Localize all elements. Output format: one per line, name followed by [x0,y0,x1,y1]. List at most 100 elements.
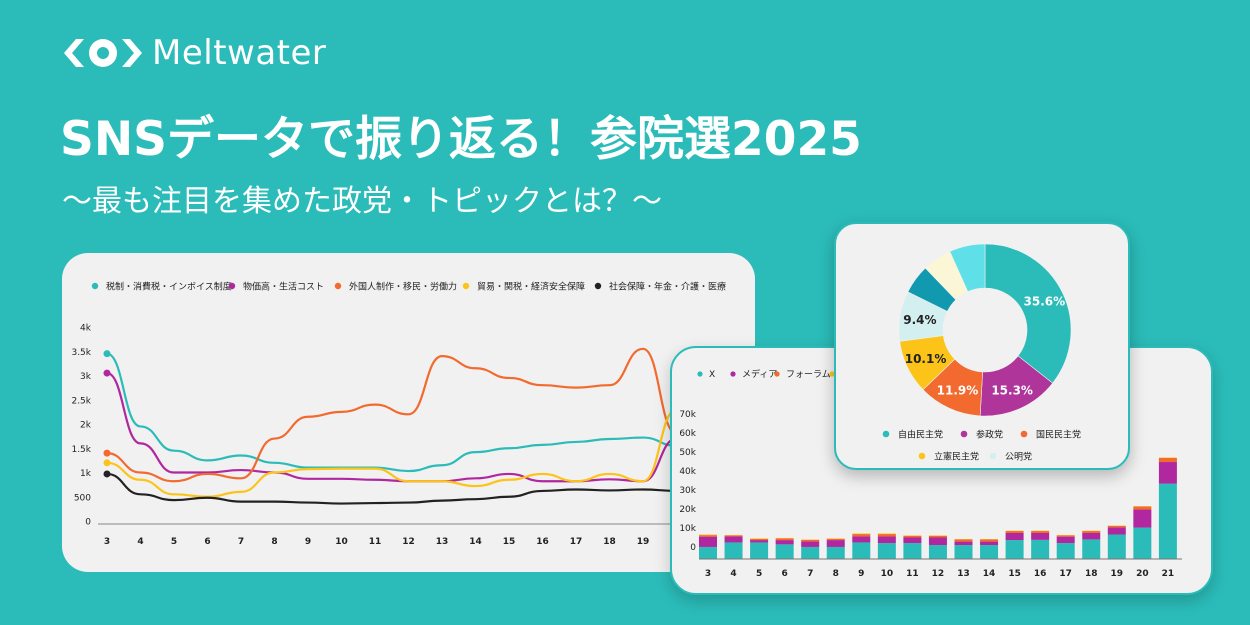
bar-segment [1082,532,1101,540]
bar-segment [1133,527,1152,559]
bar-segment [928,545,947,559]
page-subtitle: 〜最も注目を集めた政党・トピックとは？〜 [62,184,662,219]
bar-segment [928,537,947,546]
legend-marker [462,282,470,290]
x-tick-label: 5 [171,537,177,547]
bar-segment [1133,506,1152,510]
slice-label: 35.6% [1024,295,1066,309]
bar-segment [1031,531,1050,533]
bar-segment [852,533,871,535]
legend-label: 貿易・関税・経済安全保障 [477,281,585,293]
y-tick-label: 1k [80,469,92,479]
bar-segment [826,540,845,547]
x-tick-label: 6 [204,537,210,547]
bar-segment [1031,532,1050,540]
x-tick-label: 8 [271,537,277,547]
bar-segment [1158,457,1177,463]
x-tick-label: 3 [705,569,711,579]
bar-segment [928,535,947,538]
bar-segment [954,541,973,546]
series-line [106,408,677,498]
bar-segment [903,537,922,544]
bar-segment [877,536,896,544]
bar-segment [724,542,743,559]
bar-segment [1158,483,1177,559]
legend-label: 社会保障・年金・介護・医療 [609,281,726,293]
legend-label: 物価高・生活コスト [243,281,324,293]
line-chart-card: 税制・消費税・インボイス制度 物価高・生活コスト 外国人制作・移民・労働力 貿易・関税… [62,253,755,572]
bar-segment [724,535,743,537]
bar-segment [903,535,922,538]
y-tick-label: 2k [80,421,92,431]
x-tick-label: 10 [881,569,894,579]
series-line [106,371,677,483]
legend-marker [989,452,997,460]
y-tick-label: 2.5k [71,396,91,406]
y-tick-label: 40k [679,467,696,477]
bar-chart-card: X メディア フォーラム 0 10k 20k 30k 40k 50k 60k 70k 3 4 5 6 7 8 9 1… [670,346,1213,595]
legend-marker [829,371,835,377]
stacked-bar-chart: X メディア フォーラム 0 10k 20k 30k 40k 50k 60k 70k 3 4 5 6 7 8 9 1… [679,368,1182,579]
bar-segment [852,536,871,543]
bar-segment [699,546,717,559]
bar-segment [1107,525,1126,528]
x-tick-label: 17 [570,537,583,547]
x-tick-label: 7 [238,537,244,547]
series-line [106,472,677,505]
legend-marker [228,282,236,290]
x-tick-label: 4 [137,537,143,547]
bar-segment [826,546,845,559]
x-tick-label: 14 [983,569,996,579]
x-tick-label: 18 [603,537,616,547]
bar-segment [775,538,794,541]
bar-segment [1056,543,1075,559]
series-start-point [103,350,111,358]
bar-segment [980,539,999,542]
x-tick-label: 19 [1111,569,1124,579]
x-tick-label: 6 [782,569,788,579]
bar-segment [750,538,769,541]
y-tick-label: 0 [690,543,696,553]
legend-marker [334,282,342,290]
bar-segment [1031,539,1050,559]
y-tick-label: 20k [679,505,696,515]
y-tick-label: 70k [679,410,696,420]
x-tick-label: 11 [369,537,382,547]
x-tick-label: 18 [1085,569,1098,579]
legend-marker [730,371,736,377]
bar-segment [954,545,973,559]
legend-label: メディア [742,368,777,380]
bar-segment [903,543,922,559]
y-tick-label: 3k [80,372,92,382]
x-tick-label: 8 [833,569,839,579]
page-title: SNSデータで振り返る！参院選2025 [60,112,862,167]
slice-label: 15.3% [991,384,1033,398]
legend-marker [918,452,926,460]
legend-label: フォーラム [786,369,831,380]
donut-chart: 35.6% 15.3% 11.9% 10.1% 9.4% 自由民主党 参政党 国民民主党立憲民… [882,243,1081,463]
bar-segment [1082,539,1101,559]
legend-label: X [709,370,715,380]
legend-label: 自由民主党 [898,429,943,441]
bar-segment [699,536,717,547]
x-tick-label: 19 [637,537,650,547]
slice-label: 10.1% [905,352,947,366]
bar-segment [724,536,743,543]
bar-segment [877,543,896,559]
bar-segment [750,542,769,559]
x-tick-label: 15 [503,537,516,547]
legend-label: 外国人制作・移民・労働力 [349,281,457,293]
legend-marker [91,282,99,290]
bar-segment [877,534,896,537]
donut-slice [984,243,1072,384]
x-tick-label: 13 [957,569,970,579]
x-tick-label: 11 [906,569,919,579]
y-tick-label: 30k [679,486,696,496]
bar-segment [750,540,769,543]
legend-marker [960,430,968,438]
y-tick-label: 500 [74,493,91,503]
bar-segment [801,539,820,542]
x-tick-label: 9 [305,537,311,547]
y-tick-label: 10k [679,524,696,534]
x-tick-label: 17 [1059,569,1072,579]
